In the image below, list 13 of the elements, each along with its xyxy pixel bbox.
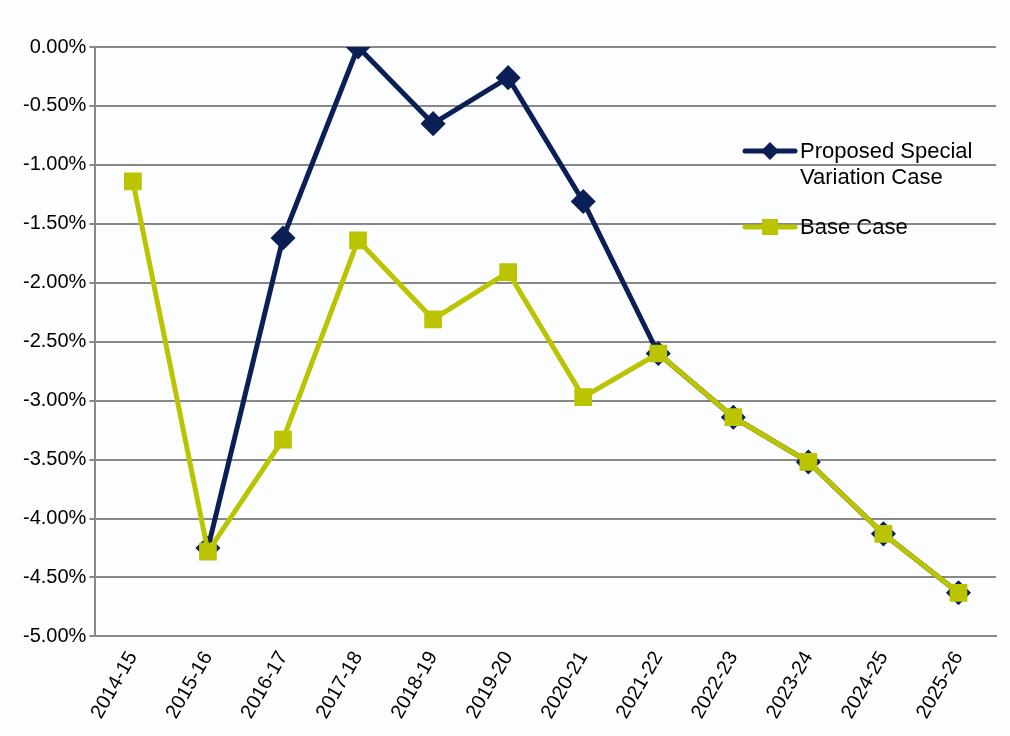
legend-label: Proposed Special Variation Case (800, 138, 974, 190)
y-tick-label: -1.50% (22, 211, 87, 234)
y-tick-label: -5.00% (22, 623, 87, 646)
y-tick-label: -2.00% (22, 270, 87, 293)
legend-label: Base Case (800, 214, 908, 240)
y-tick-label: -1.00% (22, 152, 87, 175)
y-tick-label: -3.50% (22, 447, 87, 470)
y-tick-label: -4.00% (22, 506, 87, 529)
y-tick-label: -4.50% (22, 565, 87, 588)
y-tick-label: -0.50% (22, 93, 87, 116)
y-tick-label: 0.00% (29, 34, 87, 57)
y-tick-label: -3.00% (22, 388, 87, 411)
y-tick-label: -2.50% (22, 329, 87, 352)
